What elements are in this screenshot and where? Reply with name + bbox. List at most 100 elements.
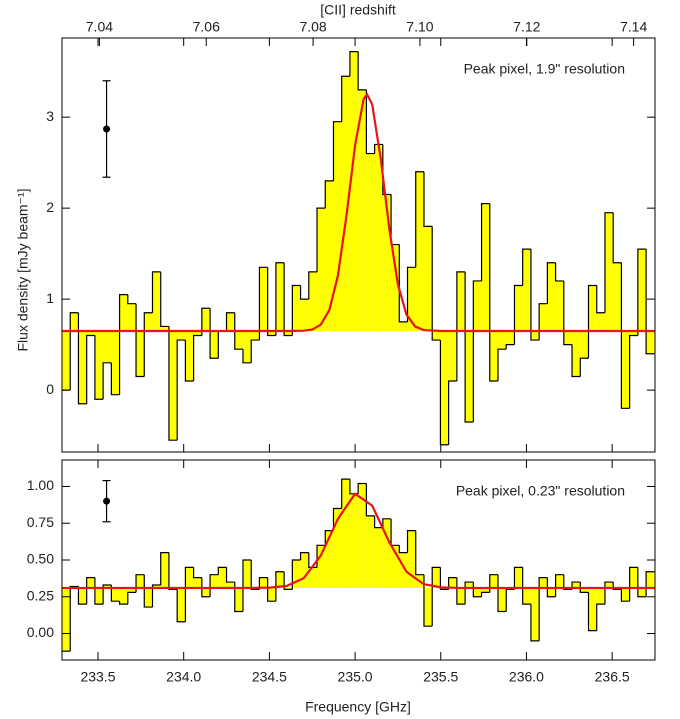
bin-step [439, 567, 449, 591]
bin-step [505, 588, 515, 612]
bin-fill [547, 587, 556, 597]
bin-step [143, 312, 153, 377]
bin-fill [226, 582, 235, 588]
bin-step [365, 483, 375, 517]
bin-fill [646, 330, 655, 354]
y-tick-label: 1 [46, 290, 54, 306]
bin-step [275, 571, 285, 602]
bin-step [579, 582, 589, 593]
bin-step [513, 284, 523, 345]
bin-fill [86, 330, 95, 336]
bin-fill [177, 330, 186, 341]
bin-fill [358, 483, 367, 588]
bin-fill [94, 330, 104, 400]
bin-fill [234, 587, 243, 612]
fit-curve [62, 92, 655, 333]
bin-step [620, 589, 630, 602]
bin-step [209, 308, 219, 359]
bin-fill [498, 587, 507, 612]
bin-step [431, 566, 441, 627]
bin-step [299, 552, 309, 560]
bin-fill [407, 267, 416, 331]
y-tick-label: 0.25 [27, 587, 54, 603]
bin-fill [588, 285, 597, 331]
bin-step [234, 582, 243, 613]
x-tick-label: 236.0 [509, 669, 544, 685]
bin-fill [259, 577, 268, 588]
bin-step [127, 591, 137, 605]
bin-step [217, 566, 227, 575]
bin-step [110, 585, 120, 602]
error-point [103, 497, 111, 505]
bin-step [480, 591, 490, 597]
bin-step [349, 51, 359, 77]
bin-fill [423, 226, 433, 331]
bin-fill [62, 587, 71, 652]
bin-fill [185, 330, 194, 382]
bin-step [118, 293, 128, 395]
bin-fill [588, 587, 597, 631]
bin-fill [580, 330, 589, 359]
bin-step [522, 248, 531, 286]
bin-step [382, 518, 392, 528]
bin-step [267, 267, 276, 337]
bin-fill [242, 330, 252, 363]
plot-area [62, 51, 655, 446]
plot-area [62, 478, 655, 652]
bin-step [324, 180, 334, 209]
bin-step [77, 312, 87, 405]
bin-fill [391, 244, 400, 331]
bin-fill [325, 180, 334, 331]
bin-step [209, 574, 219, 597]
bin-fill [136, 330, 145, 377]
bin-fill [547, 262, 556, 331]
bin-fill [300, 299, 309, 331]
x-axis-label: Frequency [GHz] [305, 699, 411, 715]
bin-step [258, 266, 268, 341]
bin-fill [374, 527, 383, 588]
bin-step [225, 567, 235, 583]
bin-step [398, 244, 408, 323]
bin-step [242, 559, 252, 612]
bin-step [242, 349, 252, 364]
bin-fill [218, 567, 227, 588]
y-tick-label: 0 [46, 381, 54, 397]
bin-fill [308, 271, 318, 331]
bin-step [127, 294, 137, 305]
annotation: Peak pixel, 0.23" resolution [456, 483, 625, 499]
bin-step [522, 567, 531, 605]
bin-fill [201, 308, 211, 331]
bin-fill [103, 330, 112, 363]
bin-step [530, 604, 540, 642]
bin-fill [366, 153, 375, 331]
bin-step [489, 203, 499, 382]
bin-fill [185, 567, 194, 588]
bin-fill [637, 249, 647, 331]
y-axis-label: Flux density [mJy beam⁻¹] [15, 189, 31, 352]
bin-fill [530, 330, 540, 341]
bin-fill [119, 294, 128, 331]
bin-fill [341, 479, 350, 588]
bin-fill [210, 574, 219, 588]
bin-fill [317, 545, 326, 588]
bin-fill [382, 518, 392, 588]
bin-step [579, 357, 589, 377]
bin-step [110, 362, 120, 396]
bin-step [456, 271, 466, 382]
bin-fill [78, 587, 87, 605]
bin-step [505, 344, 515, 350]
bin-step [374, 515, 383, 529]
bin-fill [514, 567, 523, 588]
bin-step [637, 248, 647, 336]
bin-step [596, 285, 605, 314]
bin-fill [621, 330, 630, 409]
bin-fill [423, 587, 433, 627]
bin-step [201, 307, 211, 336]
x-tick-label: 236.5 [595, 669, 630, 685]
bin-step [94, 335, 104, 400]
bin-fill [465, 330, 474, 422]
bin-step [637, 567, 647, 598]
bin-fill [382, 194, 392, 331]
bin-fill [432, 330, 441, 341]
bin-step [645, 249, 655, 355]
